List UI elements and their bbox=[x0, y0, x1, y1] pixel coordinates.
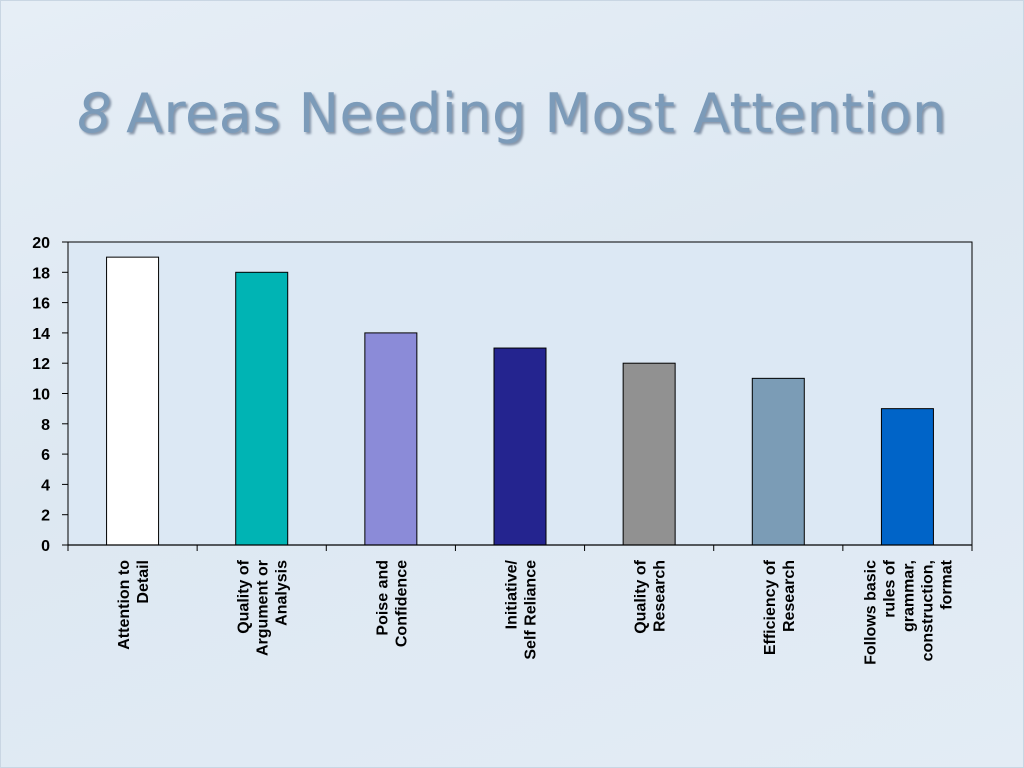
x-category-label-line: Initiative/ bbox=[504, 559, 521, 629]
page-title: 8 Areas Needing Most Attention bbox=[0, 82, 1024, 145]
x-category-label-line: format bbox=[938, 559, 955, 609]
y-tick-label: 0 bbox=[41, 538, 50, 555]
y-tick-label: 4 bbox=[41, 477, 50, 494]
x-category-label: Quality of Argument or Analysis bbox=[236, 559, 291, 656]
x-category-label-line: grammar, bbox=[900, 560, 917, 632]
y-tick-label: 14 bbox=[32, 326, 50, 343]
title-number: 8 bbox=[77, 82, 113, 145]
x-category-label-line: Confidence bbox=[393, 560, 410, 647]
x-category-label-line: Research bbox=[652, 560, 669, 632]
x-category-label-line: Detail bbox=[135, 560, 152, 604]
title-text: Areas Needing Most Attention bbox=[126, 82, 947, 145]
x-category-label-line: Poise and bbox=[374, 560, 391, 636]
y-tick-label: 16 bbox=[32, 296, 50, 313]
x-category-label-line: Argument or bbox=[255, 560, 272, 656]
x-category-label-line: Efficiency of bbox=[762, 559, 779, 655]
y-tick-label: 12 bbox=[32, 356, 50, 373]
bar bbox=[235, 271, 289, 546]
x-category-label: Efficiency of Research bbox=[762, 559, 798, 655]
bar bbox=[622, 362, 676, 546]
y-tick-label: 6 bbox=[41, 447, 50, 464]
x-category-label: Initiative/Self Reliance bbox=[504, 559, 540, 659]
x-category-label-line: Research bbox=[781, 560, 798, 632]
x-category-label-line: Quality of bbox=[236, 559, 253, 633]
bar bbox=[106, 256, 160, 546]
x-category-label-line: construction, bbox=[919, 560, 936, 661]
y-tick-label: 10 bbox=[32, 387, 50, 404]
y-tick-label: 20 bbox=[32, 235, 50, 252]
x-category-label: Poise and Confidence bbox=[374, 560, 410, 647]
y-tick-label: 8 bbox=[41, 417, 50, 434]
x-category-label-line: rules of bbox=[881, 559, 898, 617]
y-tick-label: 18 bbox=[32, 265, 50, 282]
x-category-label-line: Self Reliance bbox=[523, 560, 540, 660]
bar bbox=[364, 332, 418, 546]
bar bbox=[880, 408, 934, 546]
y-tick-label: 2 bbox=[41, 508, 50, 525]
x-category-label-line: Follows basic bbox=[862, 560, 879, 665]
x-category-label-line: Attention to bbox=[116, 560, 133, 650]
x-category-label-line: Analysis bbox=[274, 560, 291, 626]
x-category-label: Attention to Detail bbox=[116, 560, 152, 650]
x-category-label: Follows basic rules of grammar, constructio… bbox=[862, 559, 955, 665]
bar bbox=[751, 377, 805, 546]
x-category-label-line: Quality of bbox=[633, 559, 650, 633]
x-category-label: Quality of Research bbox=[633, 559, 669, 633]
bar bbox=[493, 347, 547, 546]
